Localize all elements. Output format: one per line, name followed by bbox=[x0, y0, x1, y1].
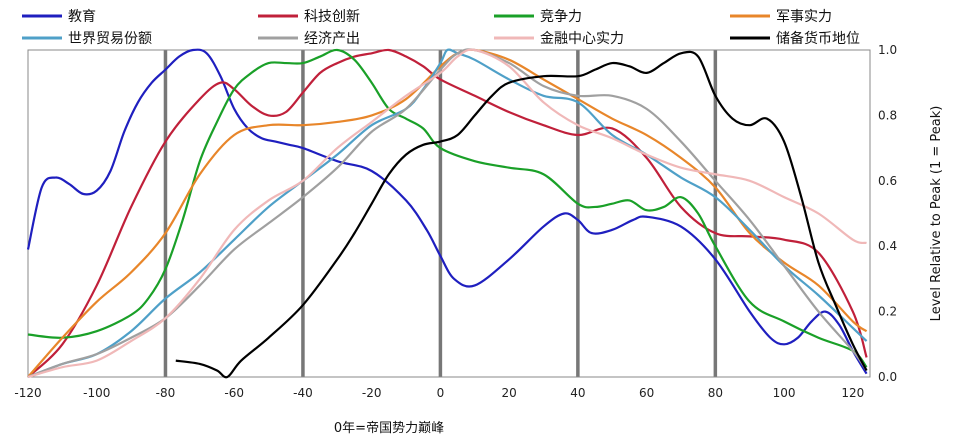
legend-label: 金融中心实力 bbox=[540, 31, 624, 47]
legend-item-0: 教育 bbox=[22, 9, 96, 25]
x-tick-label: 120 bbox=[841, 386, 864, 400]
legend-label: 教育 bbox=[68, 9, 96, 25]
legend-label: 竞争力 bbox=[540, 8, 582, 25]
legend-label: 经济产出 bbox=[304, 31, 360, 47]
x-tick-label: -120 bbox=[14, 386, 41, 400]
y-tick-label: 0.8 bbox=[878, 108, 897, 122]
y-axis-title: Level Relative to Peak (1 = Peak) bbox=[929, 106, 944, 322]
series-line-0 bbox=[26, 48, 868, 375]
tick-labels: -120 -100 -80 -60 -40 -20 0 20 40 60 80 100 120 0.0 0.… bbox=[14, 43, 897, 400]
series-line-4 bbox=[27, 48, 868, 379]
y-tick-label: 0.0 bbox=[878, 370, 897, 384]
legend-item-7: 储备货币地位 bbox=[730, 30, 860, 47]
legend-item-1: 科技创新 bbox=[258, 9, 360, 25]
legend-label: 军事实力 bbox=[776, 9, 832, 25]
x-tick-label: 40 bbox=[570, 386, 585, 400]
series-line-7 bbox=[175, 50, 868, 379]
legend-item-3: 军事实力 bbox=[730, 9, 832, 25]
legend-label: 储备货币地位 bbox=[776, 30, 860, 47]
series-group bbox=[26, 48, 868, 379]
series-line-6 bbox=[27, 48, 867, 379]
x-axis-title: 0年=帝国势力巅峰 bbox=[334, 420, 444, 436]
legend-item-6: 金融中心实力 bbox=[494, 31, 624, 47]
y-tick-label: 0.2 bbox=[878, 305, 897, 319]
x-tick-label: 20 bbox=[502, 386, 517, 400]
x-tick-label: 60 bbox=[639, 386, 654, 400]
legend-label: 科技创新 bbox=[304, 9, 360, 25]
y-tick-label: 1.0 bbox=[878, 43, 897, 57]
x-tick-label: -40 bbox=[293, 386, 313, 400]
legend-item-5: 经济产出 bbox=[258, 31, 360, 47]
x-tick-label: 80 bbox=[708, 386, 723, 400]
vertical-markers bbox=[163, 50, 718, 377]
x-tick-label: -80 bbox=[156, 386, 176, 400]
y-tick-label: 0.4 bbox=[878, 239, 897, 253]
x-tick-label: 100 bbox=[773, 386, 796, 400]
x-tick-label: -100 bbox=[83, 386, 110, 400]
y-tick-label: 0.6 bbox=[878, 174, 897, 188]
legend-item-4: 世界贸易份额 bbox=[22, 31, 152, 47]
x-tick-label: 0 bbox=[437, 386, 445, 400]
legend-item-2: 竞争力 bbox=[494, 8, 582, 25]
legend-label: 世界贸易份额 bbox=[68, 31, 152, 47]
series-line-2 bbox=[27, 48, 868, 368]
x-tick-label: -60 bbox=[224, 386, 244, 400]
x-tick-label: -20 bbox=[362, 386, 382, 400]
